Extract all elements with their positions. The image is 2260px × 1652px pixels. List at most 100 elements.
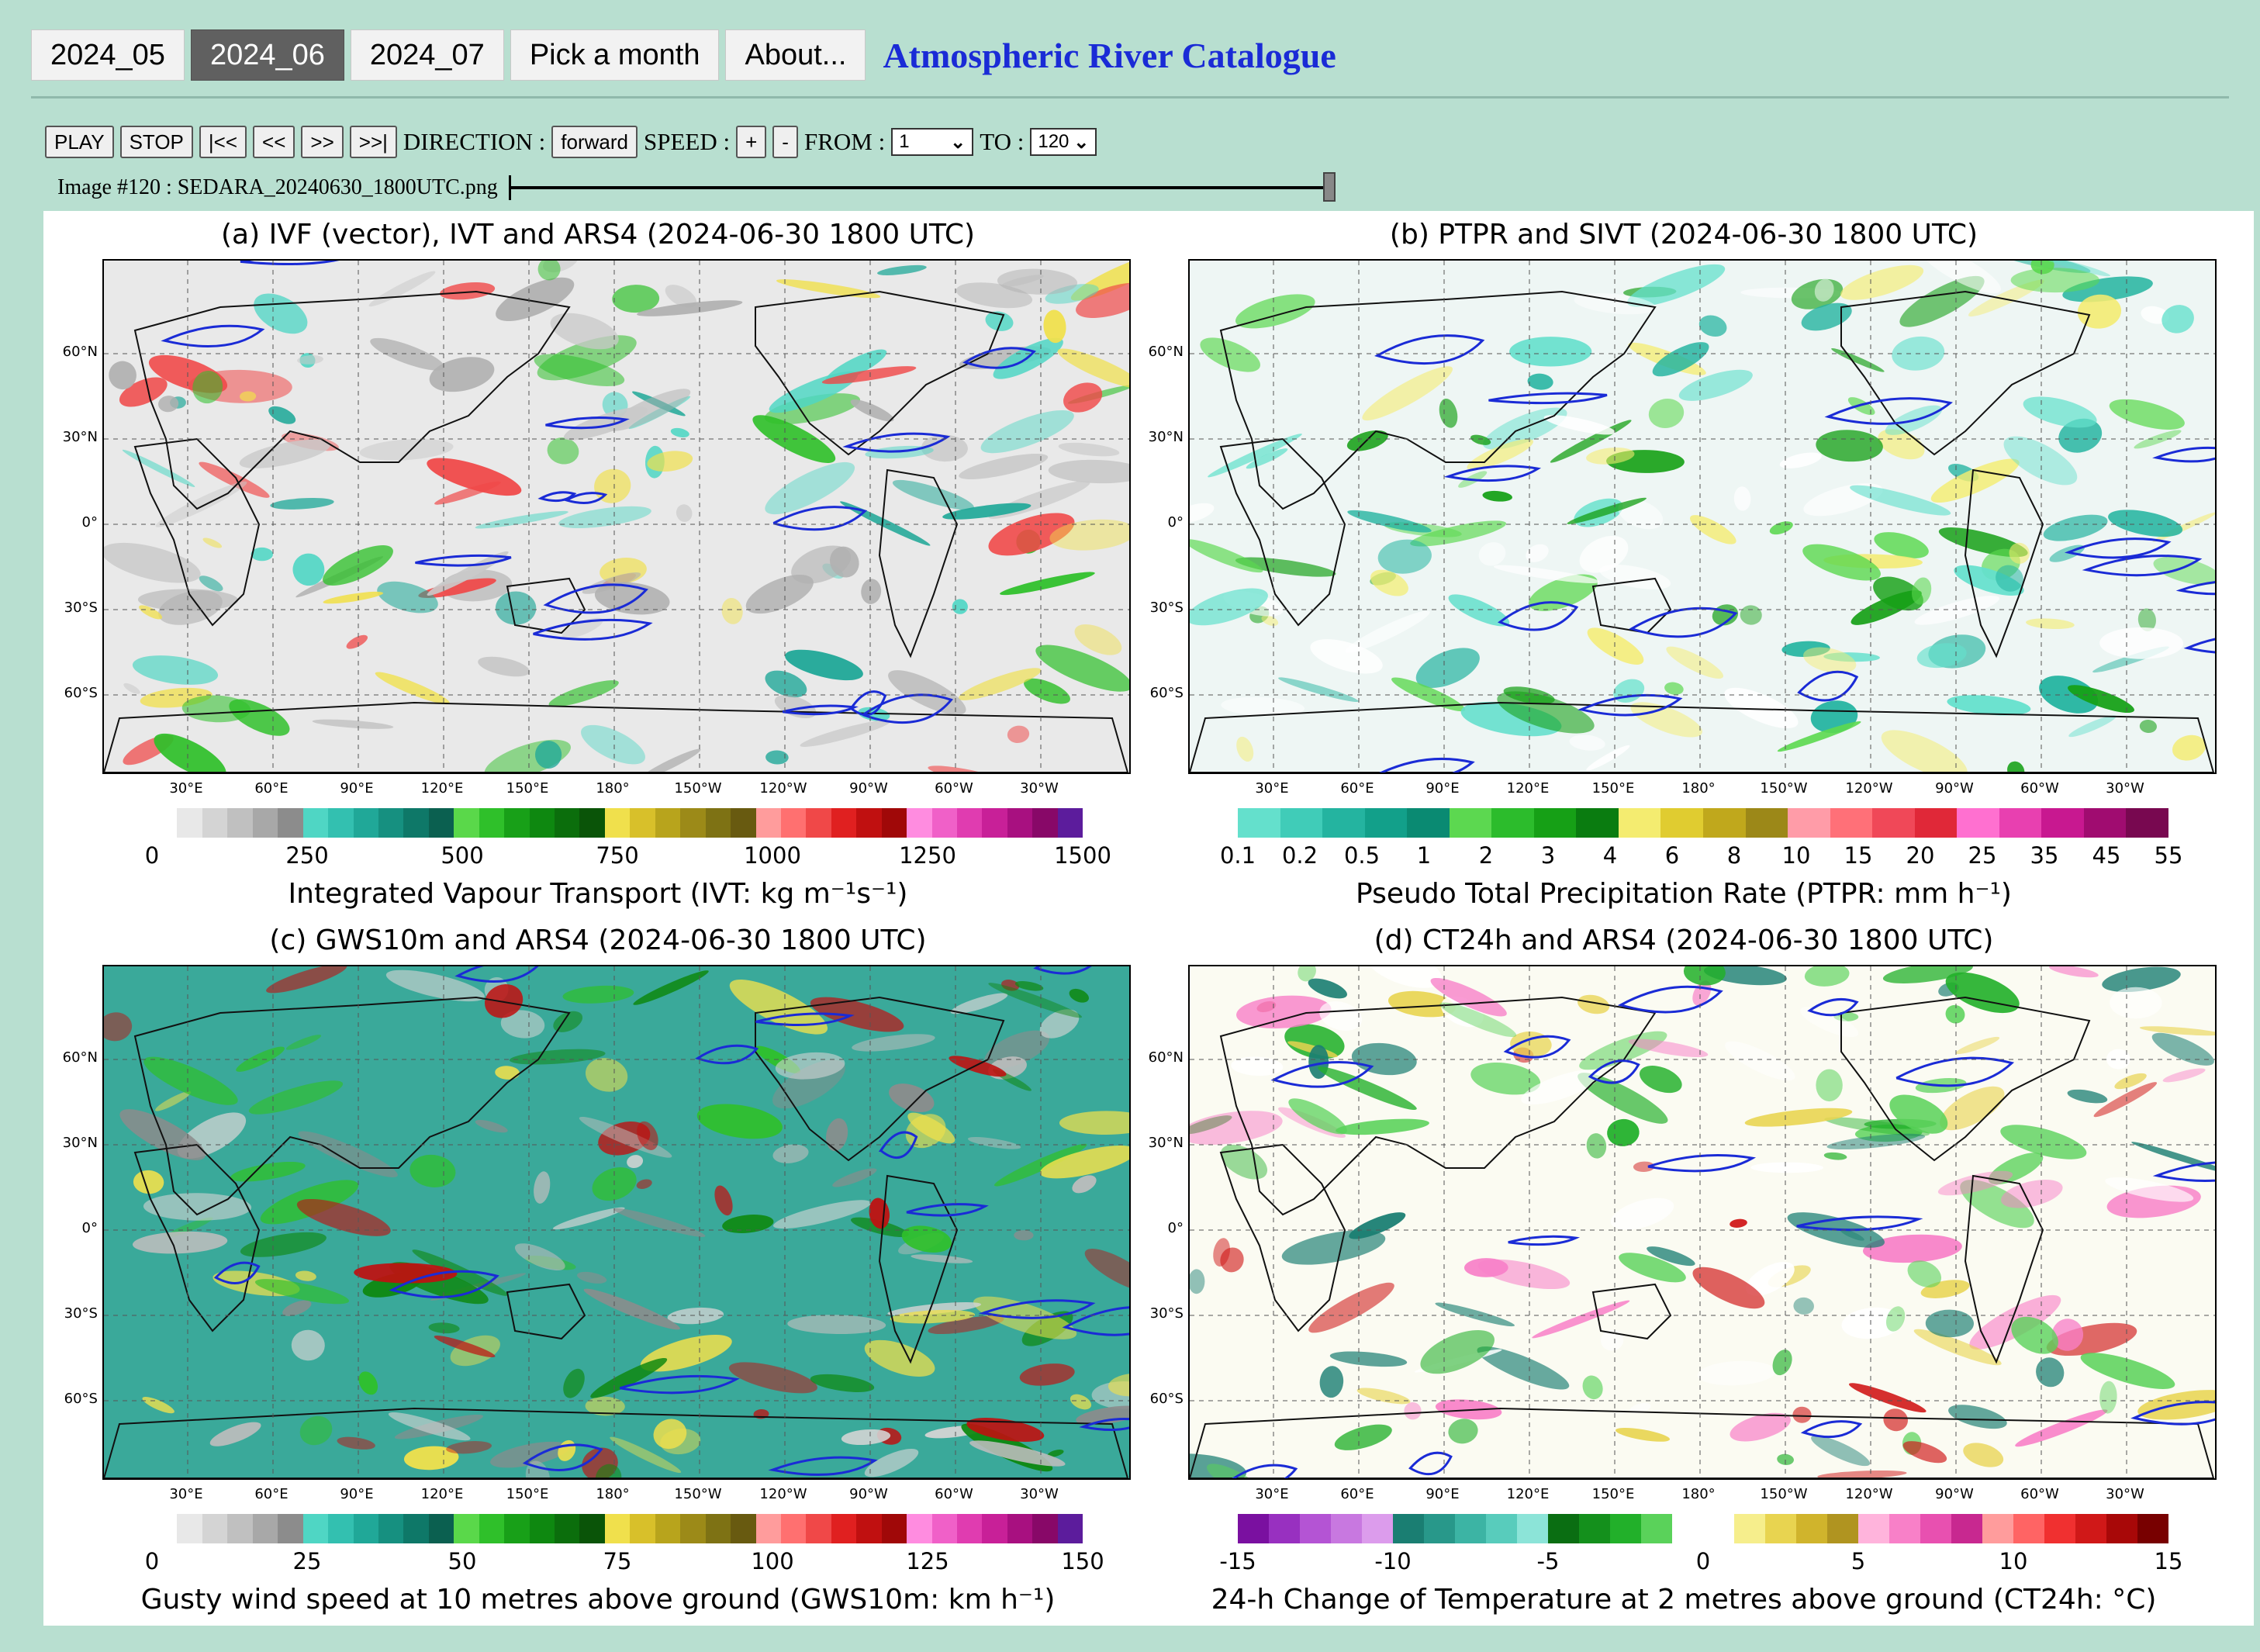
speed-increase-button[interactable]: +	[736, 126, 767, 158]
longitude-label: 180°	[596, 1486, 630, 1502]
tab-2024-07[interactable]: 2024_07	[350, 29, 504, 81]
world-map	[102, 259, 1131, 774]
stop-button[interactable]: STOP	[119, 126, 193, 158]
colorbar-tick-label: 1250	[899, 842, 956, 869]
colorbar-swatch	[2041, 808, 2084, 838]
longitude-label: 60°W	[2020, 780, 2059, 797]
colorbar-tick-label: 15	[2154, 1548, 2183, 1574]
colorbar-swatch	[152, 808, 178, 838]
colorbar-swatch	[1914, 808, 1958, 838]
colorbar-swatch	[1393, 1514, 1424, 1543]
colorbar-swatch	[2106, 1514, 2137, 1543]
colorbar-swatch	[1449, 808, 1492, 838]
last-frame-button[interactable]: >>|	[349, 126, 397, 158]
longitude-label: 30°W	[2106, 1486, 2144, 1502]
colorbar-swatch	[252, 808, 278, 838]
colorbar-tick-label: 500	[441, 842, 484, 869]
colorbar-swatch	[1765, 1514, 1796, 1543]
to-select[interactable]: 120 ⌄	[1030, 128, 1097, 156]
pick-month-button[interactable]: Pick a month	[510, 29, 720, 81]
play-button[interactable]: PLAY	[45, 126, 114, 158]
speed-decrease-button[interactable]: -	[772, 126, 798, 158]
colorbar-swatch	[1920, 1514, 1951, 1543]
about-button[interactable]: About...	[725, 29, 866, 81]
colorbar-tick-label: 3	[1540, 842, 1556, 869]
latitude-label: 60°N	[62, 344, 98, 360]
slider-handle[interactable]	[1322, 172, 1336, 202]
colorbar-swatch	[1057, 1514, 1083, 1543]
longitude-label: 60°W	[2020, 1486, 2059, 1502]
longitude-label: 90°W	[849, 780, 888, 797]
latitude-label: 30°S	[64, 1305, 98, 1322]
colorbar-swatch	[1858, 1514, 1889, 1543]
frame-info: Image #120 : SEDARA_20240630_1800UTC.png	[57, 172, 1336, 203]
tab-2024-06[interactable]: 2024_06	[190, 29, 344, 81]
longitude-label: 30°W	[1020, 780, 1059, 797]
colorbar-swatch	[1734, 1514, 1765, 1543]
longitude-label: 150°E	[1591, 780, 1635, 797]
colorbar-swatch	[931, 808, 957, 838]
animation-controls: PLAY STOP |<< << >> >>| DIRECTION : forw…	[45, 124, 1103, 160]
slider-start-mark	[508, 175, 511, 200]
longitude-label: 120°E	[1506, 780, 1550, 797]
colorbar-swatch	[881, 808, 907, 838]
colorbar-tick-label: 0.2	[1281, 842, 1318, 869]
previous-frame-button[interactable]: <<	[253, 126, 295, 158]
direction-button[interactable]: forward	[551, 126, 638, 158]
colorbar-swatch	[705, 1514, 731, 1543]
colorbar-swatch	[504, 1514, 530, 1543]
colorbar-swatch	[1057, 808, 1083, 838]
colorbar-swatch	[1364, 808, 1408, 838]
colorbar-swatch	[630, 808, 655, 838]
colorbar-swatch	[1576, 808, 1619, 838]
speed-label: SPEED :	[644, 128, 731, 155]
colorbar-swatch	[1796, 1514, 1827, 1543]
colorbar-swatch	[1533, 808, 1577, 838]
forecast-image: (a) IVF (vector), IVT and ARS4 (2024-06-…	[43, 211, 2254, 1626]
next-frame-button[interactable]: >>	[301, 126, 344, 158]
first-frame-button[interactable]: |<<	[199, 126, 247, 158]
colorbar-tick-label: 4	[1602, 842, 1618, 869]
colorbar-swatch	[504, 808, 530, 838]
longitude-label: 120°W	[759, 780, 807, 797]
colorbar-swatch	[152, 1514, 178, 1543]
panel-title: (a) IVF (vector), IVT and ARS4 (2024-06-…	[220, 219, 976, 251]
tab-2024-05[interactable]: 2024_05	[31, 29, 185, 81]
colorbar-swatch	[982, 1514, 1007, 1543]
colorbar-swatch	[604, 808, 631, 838]
from-select[interactable]: 1 ⌄	[891, 128, 974, 156]
colorbar-swatch	[780, 808, 807, 838]
frame-slider[interactable]	[508, 172, 1336, 202]
colorbar-swatch	[705, 808, 731, 838]
longitude-label: 90°E	[1425, 1486, 1460, 1502]
divider	[31, 96, 2229, 98]
colorbar-swatch	[579, 1514, 605, 1543]
longitude-label: 120°E	[420, 780, 464, 797]
longitude-label: 30°W	[2106, 780, 2144, 797]
colorbar-swatch	[1455, 1514, 1486, 1543]
colorbar-tick-label: 2	[1478, 842, 1494, 869]
colorbar-swatch	[579, 808, 605, 838]
map-panel-a: (a) IVF (vector), IVT and ARS4 (2024-06-…	[43, 211, 1152, 910]
colorbar-tick-label: 0	[144, 842, 160, 869]
app-title: Atmospheric River Catalogue	[883, 35, 1336, 75]
colorbar-swatch	[1007, 808, 1033, 838]
colorbar-tick-label: 25	[1968, 842, 1997, 869]
colorbar-tick-label: -15	[1219, 1548, 1256, 1574]
colorbar-swatch	[1788, 808, 1830, 838]
colorbar-swatch	[278, 808, 303, 838]
to-value: 120	[1038, 131, 1070, 152]
colorbar-swatch	[856, 1514, 882, 1543]
colorbar-swatch	[680, 1514, 706, 1543]
to-label: TO :	[980, 128, 1025, 155]
colorbar-swatch	[1703, 808, 1746, 838]
longitude-label: 60°E	[1340, 1486, 1374, 1502]
colorbar	[152, 808, 1083, 838]
colorbar-swatch	[2013, 1514, 2044, 1543]
colorbar-tick-label: 20	[1906, 842, 1935, 869]
latitude-label: 60°S	[64, 1391, 98, 1407]
colorbar-tick-label: 15	[1844, 842, 1873, 869]
map-field	[104, 966, 1129, 1478]
panel-title: (d) CT24h and ARS4 (2024-06-30 1800 UTC)	[1374, 924, 1994, 956]
colorbar-swatch	[806, 808, 831, 838]
